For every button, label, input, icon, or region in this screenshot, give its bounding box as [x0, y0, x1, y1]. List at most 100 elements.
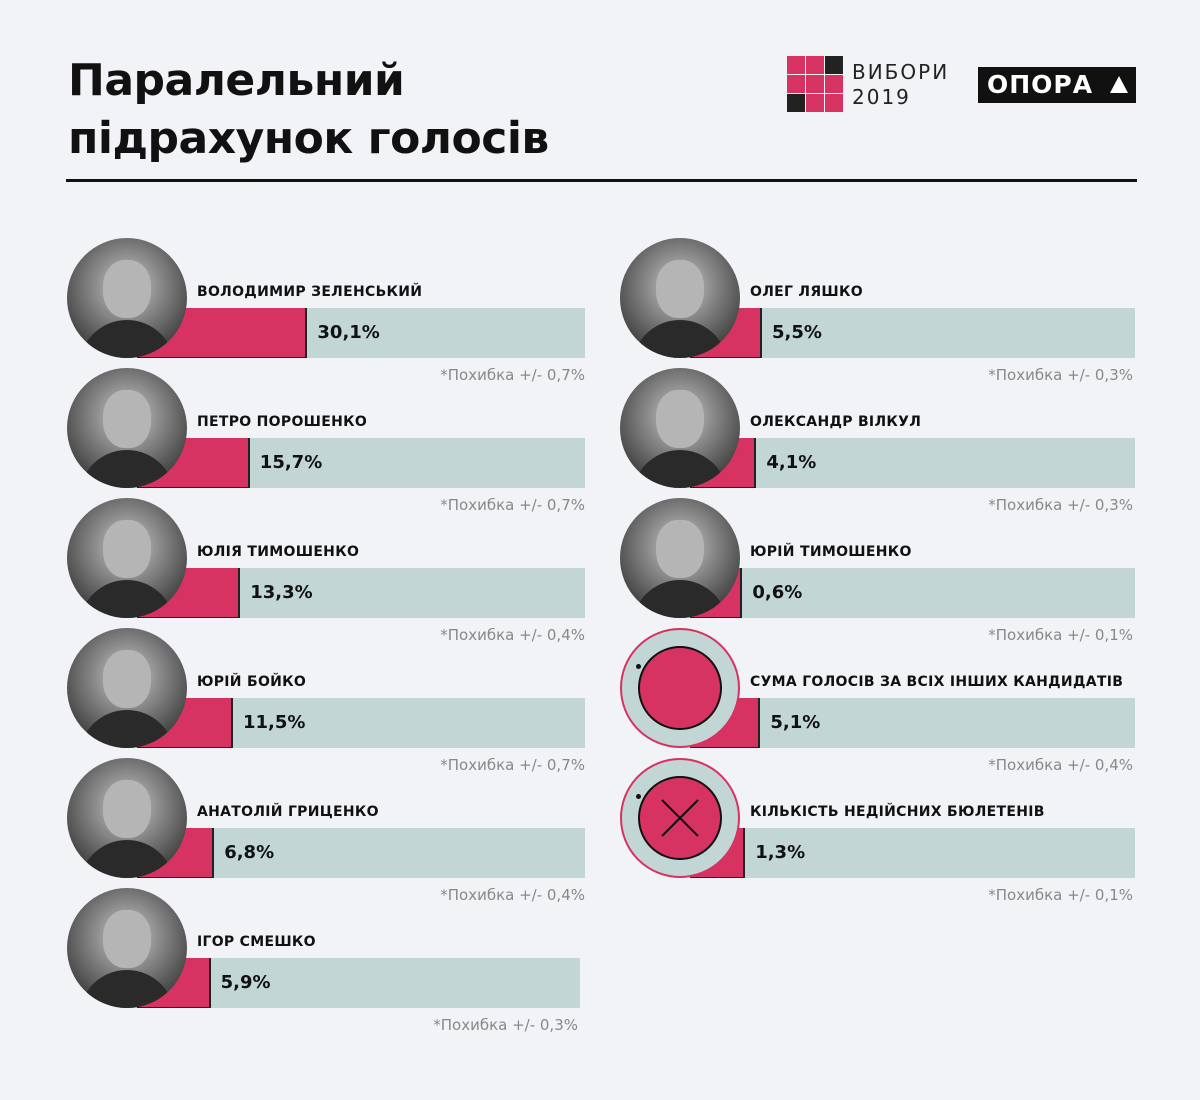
bar-track — [690, 698, 1135, 748]
error-margin: *Похибка +/- 0,7% — [440, 496, 585, 514]
bar-value-label: 5,5% — [772, 322, 822, 343]
cross-circle-icon — [620, 758, 740, 878]
vybory-grid-cell — [825, 75, 843, 93]
vybory-logo-text: ВИБОРИ 2019 — [852, 60, 949, 110]
bar-row: ПЕТРО ПОРОШЕНКО 15,7% *Похибка +/- 0,7% — [67, 368, 587, 514]
candidate-name: ЮРІЙ БОЙКО — [197, 674, 307, 690]
page-title: Паралельний підрахунок голосів — [68, 52, 549, 168]
candidate-photo — [620, 498, 740, 618]
bar-row: АНАТОЛІЙ ГРИЦЕНКО 6,8% *Похибка +/- 0,4% — [67, 758, 587, 904]
vybory-grid-cell — [806, 56, 824, 74]
photo-body — [632, 580, 728, 618]
bar-value-label: 5,1% — [770, 712, 821, 733]
photo-head — [103, 650, 151, 708]
cross-icon — [661, 799, 699, 837]
title-line-1: Паралельний — [68, 55, 405, 106]
candidate-name: ЮРІЙ ТИМОШЕНКО — [750, 544, 912, 560]
bar-row: ОЛЕГ ЛЯШКО 5,5% *Похибка +/- 0,3% — [620, 238, 1140, 384]
candidate-name: ІГОР СМЕШКО — [197, 934, 316, 950]
candidate-name: КІЛЬКІСТЬ НЕДІЙСНИХ БЮЛЕТЕНІВ — [750, 804, 1045, 820]
error-margin: *Похибка +/- 0,1% — [988, 886, 1133, 904]
error-margin: *Похибка +/- 0,3% — [988, 366, 1133, 384]
bar-row: ОЛЕКСАНДР ВІЛКУЛ 4,1% *Похибка +/- 0,3% — [620, 368, 1140, 514]
candidate-photo — [620, 238, 740, 358]
bar-value-label: 4,1% — [766, 452, 817, 473]
candidate-photo — [67, 888, 187, 1008]
candidate-name: ЮЛІЯ ТИМОШЕНКО — [197, 544, 360, 560]
photo-head — [656, 260, 704, 318]
photo-body — [632, 450, 728, 488]
candidate-photo — [620, 368, 740, 488]
vybory-grid-cell — [787, 56, 805, 74]
bar-value-label: 30,1% — [317, 322, 380, 343]
vybory-grid-cell — [825, 56, 843, 74]
error-margin: *Похибка +/- 0,7% — [440, 756, 585, 774]
photo-head — [103, 520, 151, 578]
bar-row: ЮРІЙ БОЙКО 11,5% *Похибка +/- 0,7% — [67, 628, 587, 774]
error-margin: *Похибка +/- 0,1% — [988, 626, 1133, 644]
vybory-logo-icon — [787, 56, 843, 112]
bar-value-label: 5,9% — [220, 972, 271, 993]
title-line-2: підрахунок голосів — [68, 113, 549, 164]
opora-triangle-icon — [1101, 67, 1136, 103]
vybory-label: ВИБОРИ — [852, 60, 950, 84]
photo-head — [656, 390, 704, 448]
bar-value-label: 6,8% — [224, 842, 275, 863]
candidate-name: ОЛЕКСАНДР ВІЛКУЛ — [750, 414, 922, 430]
error-margin: *Похибка +/- 0,3% — [433, 1016, 578, 1034]
photo-head — [103, 260, 151, 318]
vybory-grid-cell — [806, 94, 824, 112]
bar-row: ІГОР СМЕШКО 5,9% *Похибка +/- 0,3% — [67, 888, 587, 1034]
candidate-photo — [67, 628, 187, 748]
candidate-name: ОЛЕГ ЛЯШКО — [750, 284, 863, 300]
symbol-dot — [636, 664, 641, 669]
bar-row: ЮРІЙ ТИМОШЕНКО 0,6% *Похибка +/- 0,1% — [620, 498, 1140, 644]
error-margin: *Похибка +/- 0,7% — [440, 366, 585, 384]
header-divider — [66, 179, 1137, 182]
photo-body — [79, 840, 175, 878]
candidate-photo — [67, 498, 187, 618]
bar-track — [137, 958, 580, 1008]
vybory-grid-cell — [787, 75, 805, 93]
symbol-dot — [636, 794, 641, 799]
bar-row: КІЛЬКІСТЬ НЕДІЙСНИХ БЮЛЕТЕНІВ 1,3% *Похибк… — [620, 758, 1140, 904]
candidate-photo — [67, 758, 187, 878]
photo-body — [79, 450, 175, 488]
bar-value-label: 15,7% — [259, 452, 323, 473]
error-margin: *Похибка +/- 0,4% — [440, 626, 585, 644]
vybory-grid-cell — [787, 94, 805, 112]
photo-body — [79, 580, 175, 618]
bar-row: СУМА ГОЛОСІВ ЗА ВСІХ ІНШИХ КАНДИДАТІВ 5,1… — [620, 628, 1140, 774]
bar-value-label: 11,5% — [243, 712, 306, 733]
vybory-grid-cell — [806, 75, 824, 93]
candidate-name: ПЕТРО ПОРОШЕНКО — [197, 414, 368, 430]
opora-logo: ОПОРА — [978, 67, 1103, 103]
error-margin: *Похибка +/- 0,4% — [988, 756, 1133, 774]
photo-head — [103, 780, 151, 838]
bar-row: ЮЛІЯ ТИМОШЕНКО 13,3% *Похибка +/- 0,4% — [67, 498, 587, 644]
candidate-photo — [67, 368, 187, 488]
bar-row: ВОЛОДИМИР ЗЕЛЕНСЬКИЙ 30,1% *Похибка +/- 0,… — [67, 238, 587, 384]
candidate-name: АНАТОЛІЙ ГРИЦЕНКО — [197, 804, 379, 820]
bar-value-label: 13,3% — [250, 582, 313, 603]
vybory-grid-cell — [825, 94, 843, 112]
bar-track — [690, 308, 1135, 358]
photo-body — [632, 320, 728, 358]
bar-track — [690, 828, 1135, 878]
photo-head — [103, 390, 151, 448]
candidate-name: ВОЛОДИМИР ЗЕЛЕНСЬКИЙ — [197, 284, 423, 300]
error-margin: *Похибка +/- 0,3% — [988, 496, 1133, 514]
photo-body — [79, 320, 175, 358]
vybory-year: 2019 — [852, 85, 911, 109]
error-margin: *Похибка +/- 0,4% — [440, 886, 585, 904]
photo-head — [656, 520, 704, 578]
bar-track — [690, 438, 1135, 488]
circle-icon — [620, 628, 740, 748]
bar-track — [690, 568, 1135, 618]
symbol-inner-circle — [638, 776, 722, 860]
photo-head — [103, 910, 151, 968]
photo-body — [79, 710, 175, 748]
photo-body — [79, 970, 175, 1008]
bar-value-label: 1,3% — [755, 842, 806, 863]
bar-value-label: 0,6% — [752, 582, 803, 603]
